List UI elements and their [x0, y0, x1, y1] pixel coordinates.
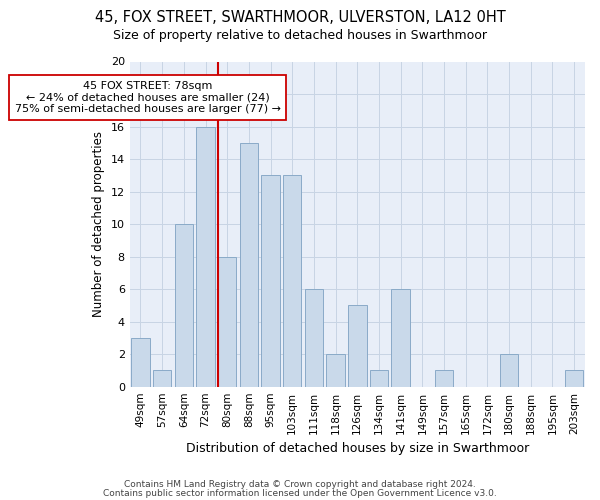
Bar — [131, 338, 149, 386]
Bar — [391, 289, 410, 386]
Bar — [348, 306, 367, 386]
Bar — [305, 289, 323, 386]
Bar — [326, 354, 345, 386]
Text: Size of property relative to detached houses in Swarthmoor: Size of property relative to detached ho… — [113, 29, 487, 42]
Bar — [435, 370, 453, 386]
Bar — [239, 143, 258, 386]
Bar — [153, 370, 172, 386]
Text: Contains HM Land Registry data © Crown copyright and database right 2024.: Contains HM Land Registry data © Crown c… — [124, 480, 476, 489]
Bar — [500, 354, 518, 386]
Text: 45 FOX STREET: 78sqm
← 24% of detached houses are smaller (24)
75% of semi-detac: 45 FOX STREET: 78sqm ← 24% of detached h… — [14, 81, 281, 114]
Y-axis label: Number of detached properties: Number of detached properties — [92, 131, 105, 317]
Bar — [283, 176, 301, 386]
X-axis label: Distribution of detached houses by size in Swarthmoor: Distribution of detached houses by size … — [185, 442, 529, 455]
Bar — [218, 256, 236, 386]
Bar — [565, 370, 583, 386]
Bar — [175, 224, 193, 386]
Bar — [196, 126, 215, 386]
Text: Contains public sector information licensed under the Open Government Licence v3: Contains public sector information licen… — [103, 490, 497, 498]
Bar — [370, 370, 388, 386]
Bar — [262, 176, 280, 386]
Text: 45, FOX STREET, SWARTHMOOR, ULVERSTON, LA12 0HT: 45, FOX STREET, SWARTHMOOR, ULVERSTON, L… — [95, 10, 505, 25]
